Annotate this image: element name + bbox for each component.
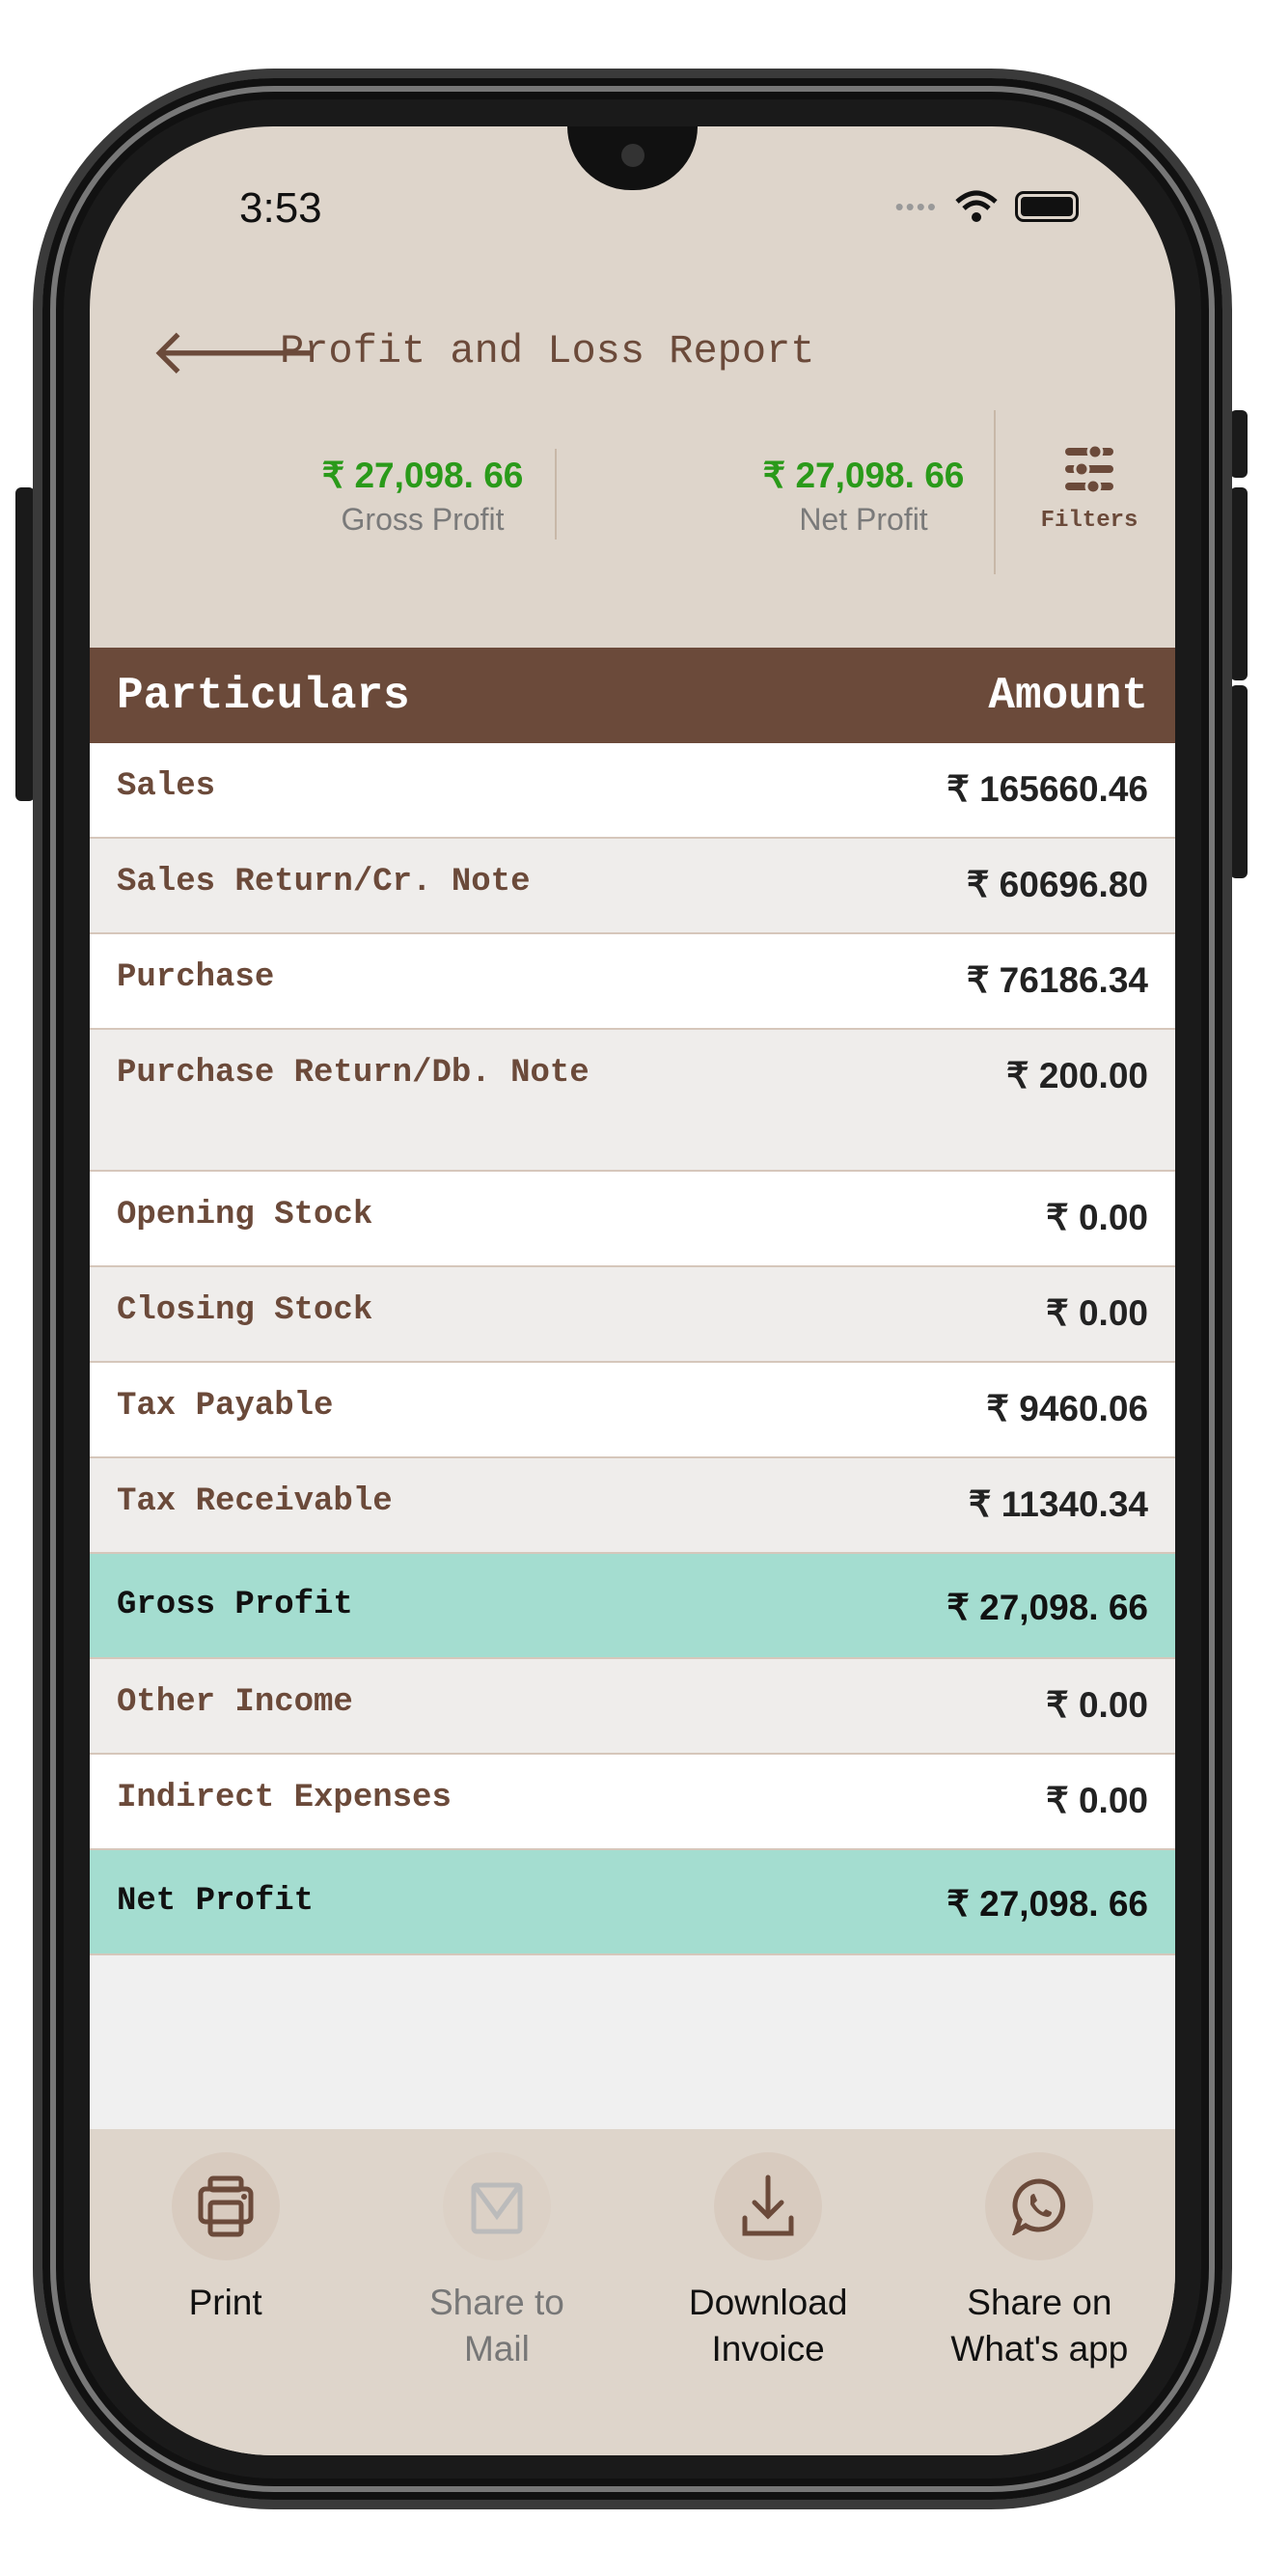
row-amount: ₹ 27,098. 66 (946, 1588, 1148, 1627)
divider (994, 410, 996, 574)
divider (555, 449, 557, 540)
status-icons: •••• (895, 190, 1079, 223)
row-amount: ₹ 0.00 (1046, 1293, 1148, 1333)
status-time: 3:53 (239, 184, 322, 232)
row-label: Tax Payable (117, 1388, 334, 1425)
row-label: Indirect Expenses (117, 1780, 452, 1816)
gross-profit-summary: ₹ 27,098. 66 Gross Profit (210, 455, 635, 538)
net-profit-row: Net Profit ₹ 27,098. 66 (90, 1850, 1175, 1955)
side-button (1230, 410, 1248, 478)
back-arrow-icon[interactable]: 🡐 (150, 316, 320, 387)
row-label: Purchase (117, 959, 275, 996)
row-amount: ₹ 165660.46 (946, 769, 1148, 809)
row-amount: ₹ 0.00 (1046, 1198, 1148, 1237)
mail-icon (471, 2182, 523, 2234)
gross-profit-label: Gross Profit (341, 502, 505, 537)
table-row: Purchase ₹ 76186.34 (90, 934, 1175, 1030)
download-invoice-label: Download Invoice (688, 2283, 848, 2368)
side-button (1230, 487, 1248, 680)
summary-bar: ₹ 27,098. 66 Gross Profit ₹ 27,098. 66 N… (90, 410, 1175, 590)
net-profit-summary: ₹ 27,098. 66 Net Profit (651, 455, 1076, 538)
volume-button (15, 487, 35, 801)
camera (621, 144, 645, 167)
table-row: Opening Stock ₹ 0.00 (90, 1172, 1175, 1267)
battery-icon (1015, 191, 1079, 222)
side-button (1230, 685, 1248, 878)
row-label: Closing Stock (117, 1292, 373, 1329)
table-row: Tax Receivable ₹ 11340.34 (90, 1458, 1175, 1554)
row-amount: ₹ 11340.34 (968, 1484, 1148, 1524)
table-row: Closing Stock ₹ 0.00 (90, 1267, 1175, 1363)
table-row: Sales Return/Cr. Note ₹ 60696.80 (90, 839, 1175, 934)
row-amount: ₹ 9460.06 (986, 1389, 1148, 1428)
row-label: Sales Return/Cr. Note (117, 864, 531, 900)
row-label: Opening Stock (117, 1197, 373, 1233)
app-screen: 3:53 •••• 🡐 Profit and Loss Report ₹ 27,… (90, 126, 1175, 2455)
column-particulars: Particulars (117, 670, 410, 721)
table-header: Particulars Amount (90, 648, 1175, 743)
gross-profit-value: ₹ 27,098. 66 (321, 456, 524, 495)
row-label: Purchase Return/Db. Note (117, 1055, 590, 1092)
row-label: Net Profit (117, 1883, 315, 1920)
download-icon (742, 2174, 794, 2236)
download-invoice-button[interactable]: Download Invoice (633, 2129, 904, 2455)
row-amount: ₹ 0.00 (1046, 1781, 1148, 1820)
profit-loss-table: Particulars Amount Sales ₹ 165660.46 Sale… (90, 648, 1175, 2134)
table-row: Other Income ₹ 0.00 (90, 1659, 1175, 1755)
share-mail-label: Share to Mail (428, 2283, 564, 2368)
filters-button[interactable]: Filters (1003, 443, 1175, 534)
row-amount: ₹ 27,098. 66 (946, 1884, 1148, 1924)
net-profit-label: Net Profit (799, 502, 928, 537)
row-amount: ₹ 0.00 (1046, 1685, 1148, 1725)
share-whatsapp-label: Share on What's app (950, 2283, 1129, 2368)
gross-profit-row: Gross Profit ₹ 27,098. 66 (90, 1554, 1175, 1659)
signal-icon: •••• (894, 191, 938, 221)
table-row: Indirect Expenses ₹ 0.00 (90, 1755, 1175, 1850)
print-label: Print (188, 2283, 262, 2322)
share-whatsapp-button[interactable]: Share on What's app (904, 2129, 1175, 2455)
row-label: Gross Profit (117, 1587, 353, 1623)
table-row: Sales ₹ 165660.46 (90, 743, 1175, 839)
share-mail-button[interactable]: Share to Mail (361, 2129, 632, 2455)
filter-sliders-icon (1065, 443, 1113, 495)
empty-area (90, 1955, 1175, 2134)
row-label: Sales (117, 768, 216, 805)
table-row: Purchase Return/Db. Note ₹ 200.00 (90, 1030, 1175, 1172)
row-label: Other Income (117, 1684, 353, 1721)
wifi-icon (955, 190, 998, 222)
filters-label: Filters (1040, 508, 1139, 534)
row-label: Tax Receivable (117, 1483, 393, 1520)
page-title: Profit and Loss Report (280, 328, 815, 374)
row-amount: ₹ 60696.80 (966, 865, 1148, 904)
net-profit-value: ₹ 27,098. 66 (762, 456, 965, 495)
printer-icon (198, 2175, 254, 2237)
table-row: Tax Payable ₹ 9460.06 (90, 1363, 1175, 1458)
action-bar: Print Share to Mail Download Invoice Sha… (90, 2129, 1175, 2455)
column-amount: Amount (988, 670, 1148, 721)
whatsapp-icon (1012, 2178, 1066, 2235)
row-amount: ₹ 200.00 (1006, 1056, 1148, 1095)
row-amount: ₹ 76186.34 (966, 960, 1148, 1000)
print-button[interactable]: Print (90, 2129, 361, 2455)
notch (567, 126, 698, 190)
